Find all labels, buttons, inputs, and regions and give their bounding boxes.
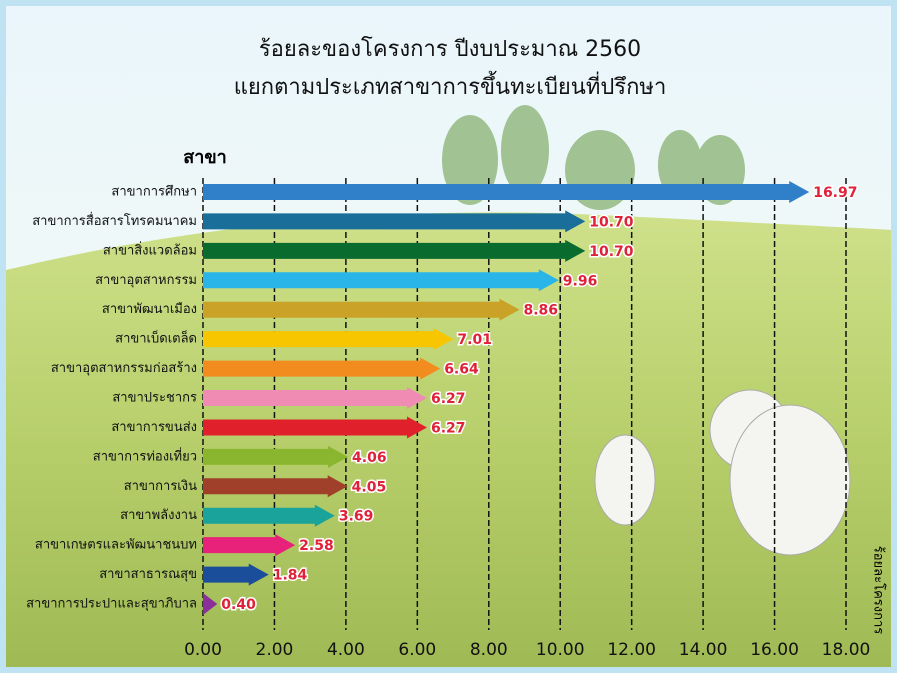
value-label: 4.05 [352, 479, 387, 495]
value-label: 16.97 [813, 185, 857, 201]
y-tick-label: สาขาอุตสาหกรรมก่อสร้าง [51, 361, 197, 376]
value-label: 9.96 [563, 273, 598, 289]
value-label: 8.86 [523, 303, 558, 319]
y-tick-label: สาขาการท่องเที่ยว [93, 447, 197, 464]
value-label: 4.06 [352, 450, 387, 466]
value-label: 2.58 [299, 538, 334, 554]
bar [203, 328, 453, 350]
y-tick-label: สาขาพัฒนาเมือง [102, 301, 197, 317]
x-tick-label: 10.00 [536, 640, 585, 660]
x-tick-label: 2.00 [256, 640, 294, 660]
value-label: 3.69 [339, 509, 374, 525]
chart: ร้อยละของโครงการ ปีงบประมาณ 2560 แยกตามป… [0, 0, 897, 673]
bar [203, 505, 335, 527]
y-axis-label: สาขา [183, 147, 227, 168]
y-tick-label: สาขาการศึกษา [111, 185, 197, 200]
value-label: 10.70 [589, 244, 634, 260]
bar [203, 210, 585, 232]
bar [203, 269, 559, 291]
x-tick-label: 12.00 [607, 640, 656, 660]
x-tick-label: 0.00 [184, 640, 222, 660]
y-tick-label: สาขาสิ่งแวดล้อม [103, 241, 197, 258]
bar [203, 181, 809, 203]
bar [203, 299, 519, 321]
bar [203, 416, 427, 438]
bar [203, 240, 585, 262]
x-axis-label: ร้อยละโครงการ [871, 546, 887, 635]
y-tick-label: สาขาการประปาและสุขาภิบาล [26, 597, 197, 612]
x-tick-label: 8.00 [470, 640, 508, 660]
y-tick-label: สาขาเบ็ดเตล็ด [115, 329, 197, 347]
value-label: 0.40 [221, 597, 256, 613]
y-tick-label: สาขาสาธารณสุข [99, 567, 197, 582]
y-tick-label: สาขาอุตสาหกรรม [95, 273, 197, 288]
bar [203, 358, 440, 380]
x-tick-label: 18.00 [822, 640, 871, 660]
value-label: 10.70 [589, 214, 634, 230]
value-label: 6.27 [431, 420, 466, 436]
value-label: 1.84 [273, 568, 308, 584]
y-tick-label: สาขาการเงิน [124, 479, 197, 494]
chart-title: ร้อยละของโครงการ ปีงบประมาณ 2560 [259, 36, 641, 62]
bar [203, 387, 427, 409]
value-label: 7.01 [457, 332, 492, 348]
y-tick-label: สาขาประชากร [112, 391, 197, 406]
bar [203, 446, 348, 468]
y-tick-label: สาขาการสื่อสารโทรคมนาคม [32, 212, 197, 229]
x-tick-label: 4.00 [327, 640, 365, 660]
chart-subtitle: แยกตามประเภทสาขาการขึ้นทะเบียนที่ปรึกษา [234, 71, 667, 100]
value-label: 6.27 [431, 391, 466, 407]
y-tick-label: สาขาพลังงาน [120, 508, 197, 523]
value-label: 6.64 [444, 362, 479, 378]
x-tick-label: 14.00 [679, 640, 728, 660]
x-tick-label: 16.00 [750, 640, 799, 660]
x-tick-label: 6.00 [398, 640, 436, 660]
y-tick-label: สาขาเกษตรและพัฒนาชนบท [35, 538, 197, 553]
bar [203, 475, 348, 497]
y-tick-label: สาขาการขนส่ง [111, 420, 197, 435]
